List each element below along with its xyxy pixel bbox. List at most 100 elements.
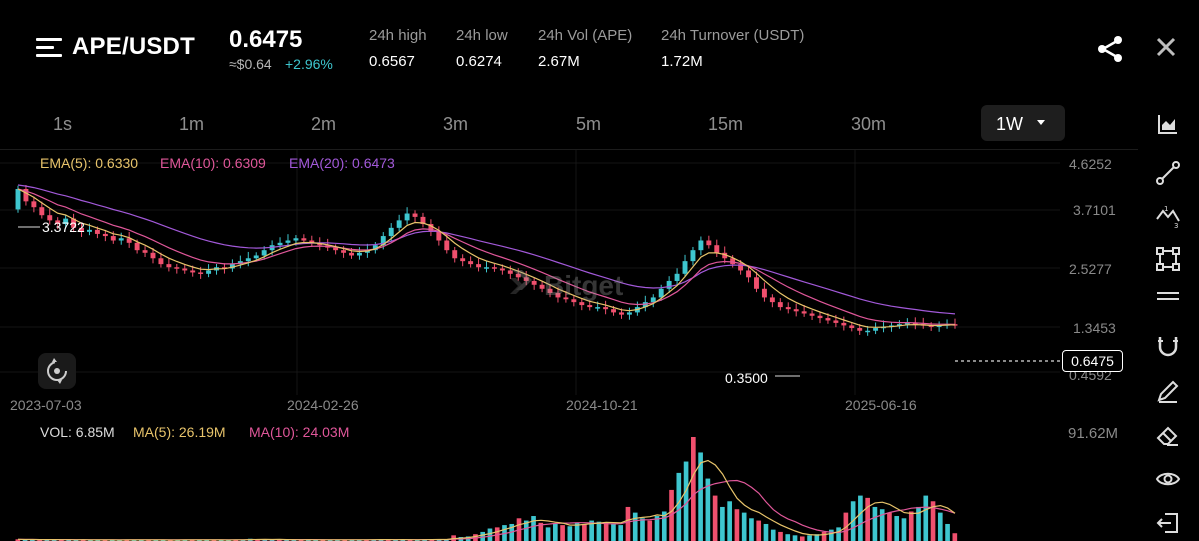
volume-bar	[531, 516, 536, 541]
price-axis-label: 1.3453	[1073, 320, 1116, 336]
volume-bar	[618, 525, 624, 541]
exit-icon[interactable]	[1155, 510, 1181, 536]
candle-down	[349, 252, 354, 256]
date-axis-label: 2024-10-21	[566, 397, 638, 413]
candle-down	[158, 258, 164, 265]
tab-2m[interactable]: 2m	[311, 114, 337, 134]
candle-up	[873, 328, 879, 331]
candle-down	[102, 233, 108, 237]
candle-down	[491, 267, 497, 269]
tab-3m[interactable]: 3m	[443, 114, 469, 134]
volume-bar	[640, 518, 645, 541]
stat-value-24h-high: 0.6567	[369, 53, 415, 70]
fib-icon[interactable]	[1155, 289, 1181, 303]
wave-icon[interactable]: 1 3	[1155, 203, 1181, 229]
candle-up	[229, 264, 235, 269]
tab-5m[interactable]: 5m	[576, 114, 602, 134]
volume-bar	[930, 501, 936, 541]
candle-down	[857, 328, 863, 331]
volume-bar	[661, 511, 667, 541]
volume-bar	[712, 495, 718, 541]
candle-down	[571, 299, 577, 303]
tab-15m[interactable]: 15m	[708, 114, 744, 134]
share-icon[interactable]	[1096, 35, 1124, 63]
candle-down	[730, 258, 736, 265]
candle-up	[865, 330, 871, 333]
menu-icon[interactable]	[36, 38, 62, 58]
candle-down	[706, 240, 712, 246]
volume-bar	[284, 539, 289, 541]
current-price-tag[interactable]: 0.6475	[1062, 350, 1123, 372]
candle-down	[79, 227, 84, 232]
candle-down	[619, 312, 624, 315]
candle-up	[293, 238, 299, 241]
volume-bar	[400, 539, 406, 541]
candle-down	[761, 288, 767, 298]
volume-bar	[698, 452, 703, 541]
trading-pair[interactable]: APE/USDT	[72, 33, 195, 60]
candle-down	[55, 220, 61, 225]
candle-up	[658, 288, 664, 298]
volume-bar	[734, 509, 740, 541]
ma5-legend: MA(5): 26.19M	[133, 424, 226, 440]
volume-bar	[770, 529, 776, 541]
volume-bar	[727, 501, 732, 541]
candle-down	[833, 320, 839, 323]
volume-bar	[538, 522, 544, 541]
candlestick-chart[interactable]	[0, 150, 1138, 415]
svg-text:3: 3	[1174, 222, 1178, 229]
volume-bar	[785, 534, 791, 541]
candle-up	[206, 270, 212, 274]
volume-bar	[792, 535, 798, 541]
shape-icon[interactable]	[1155, 246, 1181, 272]
candle-down	[341, 250, 347, 253]
tab-1m[interactable]: 1m	[179, 114, 205, 134]
candle-down	[71, 218, 77, 228]
candle-down	[754, 277, 759, 289]
volume-bar	[654, 516, 660, 541]
line-chart-icon[interactable]	[1157, 113, 1179, 135]
candle-up	[904, 322, 910, 325]
candle-down	[825, 318, 831, 321]
candle-up	[380, 236, 386, 246]
volume-bar	[676, 472, 682, 541]
volume-bar	[553, 523, 558, 541]
candle-down	[849, 325, 855, 329]
last-price: 0.6475	[229, 26, 303, 53]
tab-1w-dropdown[interactable]: 1W	[981, 105, 1065, 141]
ma10-legend: MA(10): 24.03M	[249, 424, 350, 440]
candle-down	[539, 284, 545, 289]
candle-up	[285, 240, 291, 243]
eraser-icon[interactable]	[1155, 422, 1181, 448]
date-axis-label: 2023-07-03	[10, 397, 82, 413]
volume-bar	[407, 539, 413, 541]
volume-bar	[763, 523, 769, 541]
volume-bar	[429, 539, 435, 541]
candle-up	[896, 324, 902, 326]
eye-icon[interactable]	[1155, 466, 1181, 492]
volume-chart[interactable]	[0, 415, 1138, 541]
volume-bar	[923, 495, 929, 541]
stat-label-24h-turnover: 24h Turnover (USDT)	[661, 27, 805, 44]
trend-line-icon[interactable]	[1155, 160, 1181, 186]
volume-bar	[887, 512, 892, 541]
volume-bar	[611, 523, 616, 541]
pencil-icon[interactable]	[1155, 378, 1181, 404]
tab-1s[interactable]: 1s	[53, 114, 73, 134]
candle-down	[603, 307, 609, 310]
candle-down	[587, 305, 593, 308]
candle-down	[793, 309, 799, 312]
stat-label-24h-low: 24h low	[456, 27, 508, 44]
volume-bar	[37, 539, 42, 541]
magnet-icon[interactable]	[1155, 333, 1181, 359]
close-icon[interactable]	[1155, 36, 1177, 60]
candle-up	[595, 307, 601, 309]
volume-bar	[603, 522, 609, 541]
candle-up	[626, 312, 632, 315]
reset-view-button[interactable]	[38, 353, 76, 389]
tab-30m[interactable]: 30m	[851, 114, 887, 134]
candle-up	[936, 325, 942, 327]
volume-axis-label: 91.62M	[1068, 425, 1119, 442]
volume-bar	[393, 539, 398, 541]
bitget-logo-icon	[510, 270, 532, 294]
